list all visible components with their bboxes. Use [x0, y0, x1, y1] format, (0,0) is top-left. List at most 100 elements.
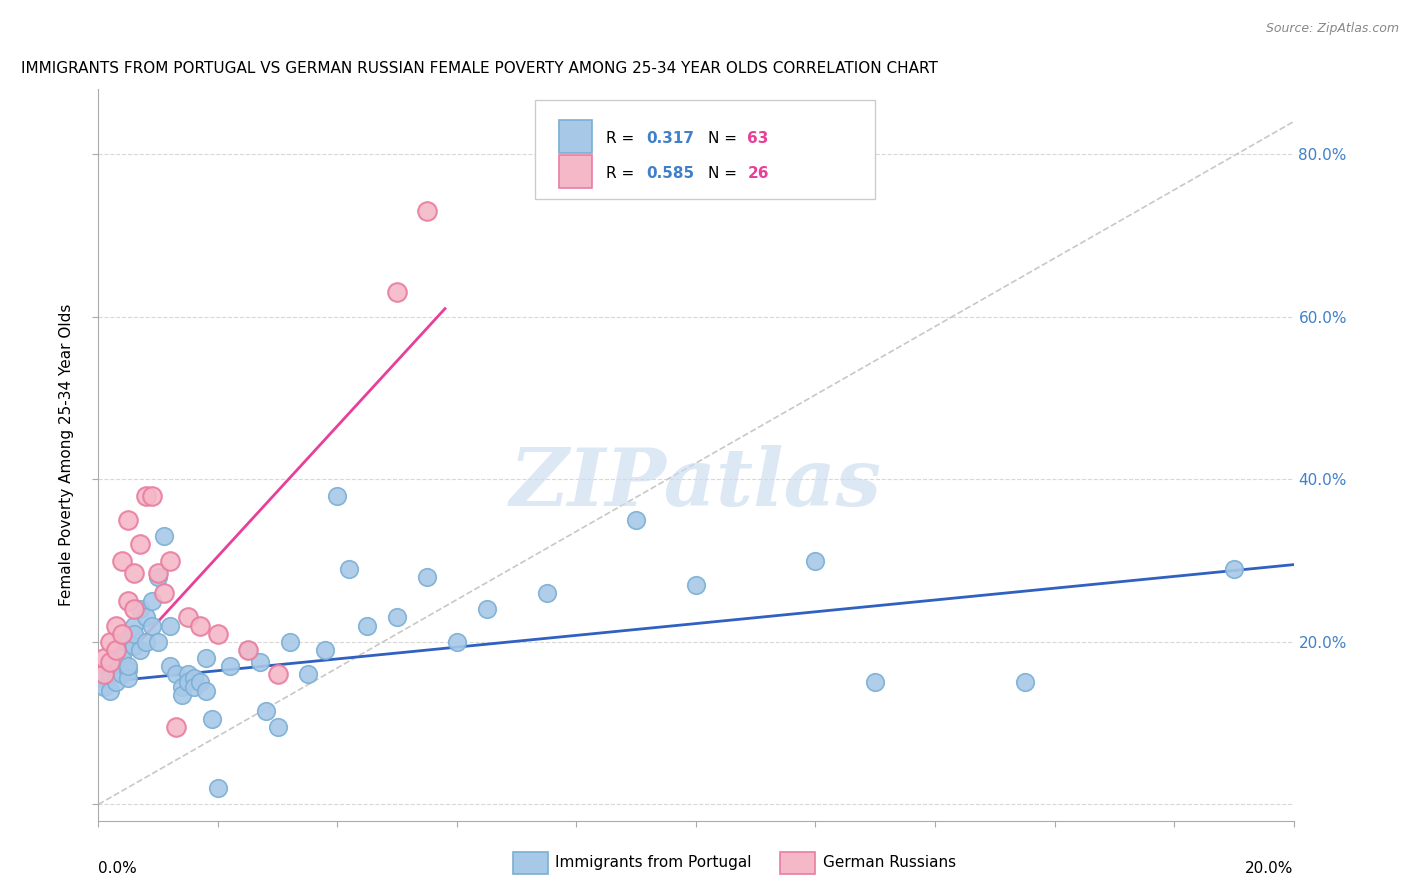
Point — [100, 659, 122, 673]
Point — [315, 643, 337, 657]
Point — [135, 489, 157, 503]
Point — [124, 626, 146, 640]
Point — [159, 618, 181, 632]
Point — [416, 204, 439, 219]
Point — [267, 720, 290, 734]
Point — [111, 651, 134, 665]
Point — [165, 720, 187, 734]
Point — [100, 683, 122, 698]
Point — [100, 655, 122, 669]
Text: 20.0%: 20.0% — [1246, 861, 1294, 876]
Point — [129, 602, 152, 616]
Point — [177, 675, 200, 690]
Point — [326, 489, 349, 503]
Text: R =: R = — [606, 131, 640, 145]
Point — [236, 643, 259, 657]
Text: R =: R = — [606, 166, 640, 181]
FancyBboxPatch shape — [558, 120, 592, 153]
Point — [195, 651, 218, 665]
Point — [117, 513, 139, 527]
Point — [148, 570, 170, 584]
Text: ZIPatlas: ZIPatlas — [510, 445, 882, 523]
Text: 0.585: 0.585 — [645, 166, 695, 181]
Point — [249, 655, 271, 669]
Point — [93, 651, 115, 665]
Point — [124, 602, 146, 616]
Point — [201, 712, 224, 726]
Point — [236, 643, 259, 657]
Point — [172, 688, 194, 702]
Point — [165, 667, 187, 681]
Point — [685, 578, 707, 592]
Point — [416, 570, 439, 584]
Point — [111, 643, 134, 657]
Point — [153, 586, 176, 600]
Point — [141, 618, 163, 632]
Point — [93, 667, 115, 681]
Point — [159, 553, 181, 567]
Point — [135, 610, 157, 624]
Text: Immigrants from Portugal: Immigrants from Portugal — [555, 855, 752, 870]
Point — [124, 618, 146, 632]
Point — [297, 667, 319, 681]
Y-axis label: Female Poverty Among 25-34 Year Olds: Female Poverty Among 25-34 Year Olds — [59, 304, 75, 606]
Point — [141, 489, 163, 503]
Text: 26: 26 — [748, 166, 769, 181]
Point — [100, 635, 122, 649]
Point — [105, 651, 128, 665]
Text: 0.0%: 0.0% — [98, 861, 138, 876]
FancyBboxPatch shape — [534, 100, 875, 199]
FancyBboxPatch shape — [558, 155, 592, 188]
Point — [153, 529, 176, 543]
Text: IMMIGRANTS FROM PORTUGAL VS GERMAN RUSSIAN FEMALE POVERTY AMONG 25-34 YEAR OLDS : IMMIGRANTS FROM PORTUGAL VS GERMAN RUSSI… — [21, 61, 938, 76]
Text: 63: 63 — [748, 131, 769, 145]
Point — [278, 635, 301, 649]
Point — [117, 663, 139, 677]
Point — [117, 672, 139, 686]
Point — [141, 594, 163, 608]
Point — [135, 635, 157, 649]
Point — [117, 659, 139, 673]
Point — [117, 635, 139, 649]
Point — [183, 680, 205, 694]
Point — [267, 667, 290, 681]
Point — [183, 672, 205, 686]
Point — [385, 610, 409, 624]
Point — [105, 643, 128, 657]
Text: N =: N = — [709, 131, 742, 145]
Point — [177, 610, 200, 624]
Point — [148, 566, 170, 580]
Point — [111, 626, 134, 640]
Point — [207, 781, 229, 796]
Point — [93, 680, 115, 694]
Point — [105, 675, 128, 690]
Point — [93, 672, 115, 686]
Point — [124, 566, 146, 580]
Point — [105, 655, 128, 669]
Point — [865, 675, 887, 690]
Point — [100, 667, 122, 681]
Text: N =: N = — [709, 166, 742, 181]
Point — [1223, 562, 1246, 576]
Text: Source: ZipAtlas.com: Source: ZipAtlas.com — [1265, 22, 1399, 36]
Text: German Russians: German Russians — [823, 855, 956, 870]
Point — [129, 643, 152, 657]
Point — [536, 586, 558, 600]
Text: 0.317: 0.317 — [645, 131, 693, 145]
Point — [124, 639, 146, 653]
Point — [129, 537, 152, 551]
Point — [188, 675, 211, 690]
Point — [626, 513, 648, 527]
Point — [148, 635, 170, 649]
Point — [111, 553, 134, 567]
Point — [117, 594, 139, 608]
Point — [195, 683, 218, 698]
Point — [446, 635, 468, 649]
Point — [804, 553, 827, 567]
Point — [177, 667, 200, 681]
Point — [111, 667, 134, 681]
Point — [385, 285, 409, 300]
Point — [105, 618, 128, 632]
Point — [188, 618, 211, 632]
Point — [254, 704, 277, 718]
